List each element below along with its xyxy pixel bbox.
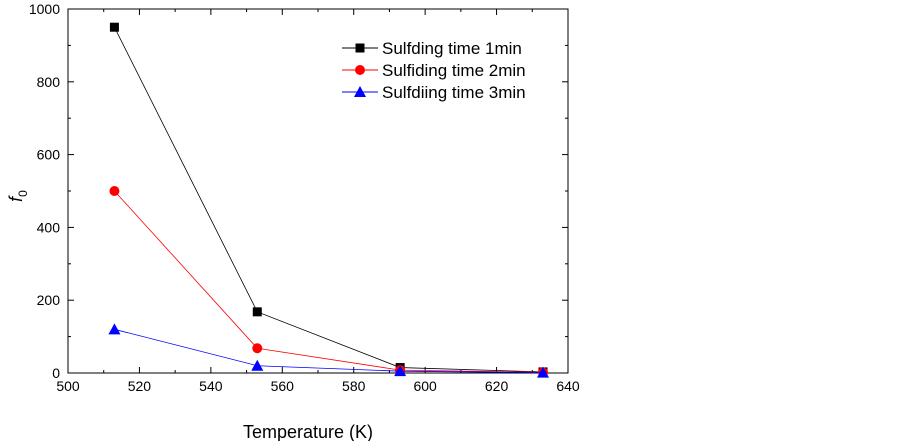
x-tick-label: 580 <box>342 378 366 394</box>
series-line <box>114 328 544 374</box>
data-point <box>537 366 549 378</box>
legend-label: Sulfding time 1min <box>382 39 522 58</box>
series-group <box>108 22 549 378</box>
series-line <box>114 190 544 373</box>
data-point <box>109 186 120 196</box>
y-tick-label: 1000 <box>29 1 60 17</box>
legend-entry: Sulfding time 1min <box>342 39 522 58</box>
legend-marker <box>355 65 365 75</box>
legend-label: Sulfiding time 2min <box>382 61 526 80</box>
x-tick-label: 640 <box>556 378 580 394</box>
x-tick-label: 620 <box>485 378 509 394</box>
x-tick-label: 600 <box>413 378 437 394</box>
legend-entry: Sulfiding time 2min <box>342 61 526 80</box>
x-tick-label: 520 <box>128 378 152 394</box>
y-axis-title-subscript: 0 <box>16 190 30 197</box>
data-point <box>109 22 119 32</box>
x-tick-label: 500 <box>56 378 80 394</box>
y-axis-title-main: f <box>6 195 26 202</box>
y-axis-title: f0 <box>6 190 30 202</box>
series-line <box>114 27 544 373</box>
x-tick-label: 560 <box>271 378 295 394</box>
legend-label: Sulfdiing time 3min <box>382 83 526 102</box>
series-2 <box>109 186 548 378</box>
data-point <box>252 343 263 354</box>
data-point <box>108 323 121 335</box>
axis-ticks: 500 520 540 560 580 600 620 640 0 200 400 600 800 100… <box>29 1 580 394</box>
data-point <box>394 365 407 377</box>
legend-marker <box>354 86 366 97</box>
data-point <box>252 307 262 317</box>
legend-entry: Sulfdiing time 3min <box>342 83 526 102</box>
series-3 <box>108 323 549 378</box>
x-axis-title: Temperature (K) <box>243 422 373 441</box>
y-tick-label: 200 <box>37 292 61 308</box>
y-tick-label: 400 <box>37 219 61 235</box>
y-tick-label: 600 <box>37 147 61 163</box>
data-point <box>251 359 264 371</box>
x-tick-label: 540 <box>199 378 223 394</box>
y-tick-label: 0 <box>52 365 60 381</box>
legend-marker <box>355 43 365 53</box>
legend: Sulfding time 1min Sulfiding time 2min Sul… <box>342 39 526 102</box>
y-tick-label: 800 <box>37 74 61 90</box>
